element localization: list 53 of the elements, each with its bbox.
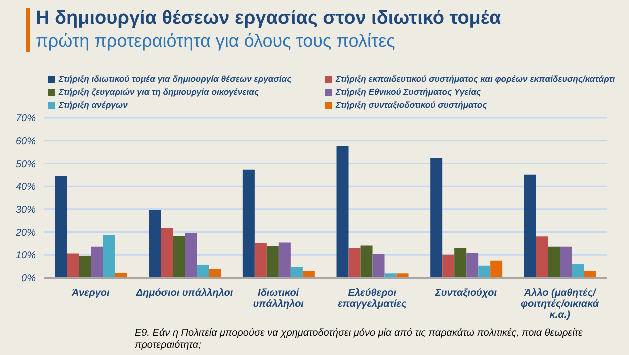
bar — [490, 260, 503, 278]
bar — [372, 254, 385, 278]
legend-label: Στήριξη ζευγαριών για τη δημιουργία οικογένειας — [58, 87, 260, 97]
bar — [560, 246, 572, 278]
bar — [442, 254, 455, 278]
legend-label: Στήριξη συνταξιοδοτικού συστήματος — [334, 100, 488, 110]
legend-label: Στήριξη εκπαιδευτικού συστήματος και φορέων εκπαίδευσης/κατάρτι — [334, 74, 616, 84]
bar — [536, 236, 548, 278]
bar — [173, 236, 186, 278]
bar — [79, 256, 92, 278]
bar — [278, 242, 291, 278]
bar — [242, 170, 255, 278]
y-tick-label: 70% — [16, 114, 36, 125]
y-tick-label: 20% — [14, 228, 36, 239]
bar — [254, 243, 267, 278]
y-tick-label: 0% — [22, 274, 36, 285]
legend-label: Στήριξη ανέργων — [58, 100, 129, 110]
x-tick-label: Ελεύθεροι επαγγελματίες — [338, 288, 408, 310]
y-tick-label: 60% — [16, 136, 36, 148]
y-tick-label: 30% — [16, 204, 36, 216]
bar — [524, 174, 536, 278]
x-tick-label: Άνεργοι — [71, 288, 110, 299]
bar — [430, 158, 443, 278]
bar — [67, 254, 80, 278]
bar — [185, 233, 198, 278]
bar — [266, 246, 279, 278]
bar — [454, 248, 467, 278]
legend-label: Στήριξη ιδιωτικού τομέα για δημιουργία θέσεων εργασίας — [58, 74, 293, 84]
text: Ε9. Εάν η Πολιτεία μπορούσε να χρηματοδοτήσει μόνο μία από τις παρακάτω πολιτικές, ποια θεωρείτε προτεραιότητα; — [135, 328, 584, 352]
bar — [548, 246, 560, 278]
y-tick-label: 50% — [16, 159, 36, 170]
x-tick-label: Ιδιωτικοί υπάλληλοι — [253, 288, 304, 310]
y-tick-label: 40% — [16, 182, 36, 194]
bar — [360, 246, 373, 278]
bar — [478, 266, 491, 278]
chart-subtitle: πρώτη προτεραιότητα για όλους τους πολίτες — [36, 31, 396, 52]
bar — [91, 246, 104, 278]
bar — [336, 146, 349, 278]
bar — [209, 269, 222, 278]
x-tick-label: Συνταξιούχοι — [434, 288, 498, 299]
chart-title: Η δημιουργία θέσεων εργασίας στον ιδιωτικό τομέα — [36, 8, 502, 30]
bar — [161, 228, 174, 278]
bar — [55, 176, 68, 278]
y-tick-label: 10% — [16, 250, 36, 262]
bar — [572, 264, 584, 278]
bar — [103, 235, 116, 278]
bar — [197, 264, 210, 278]
x-tick-label: Δημόσιοι υπάλληλοι — [135, 288, 234, 299]
bar — [149, 210, 162, 278]
x-tick-label: Άλλο (μαθητές/φοιτητές/οικιακά κ.α.) — [521, 288, 600, 321]
bar — [348, 248, 361, 278]
bar — [466, 253, 479, 278]
legend-label: Στήριξη Εθνικού Συστήματος Υγείας — [334, 87, 482, 97]
